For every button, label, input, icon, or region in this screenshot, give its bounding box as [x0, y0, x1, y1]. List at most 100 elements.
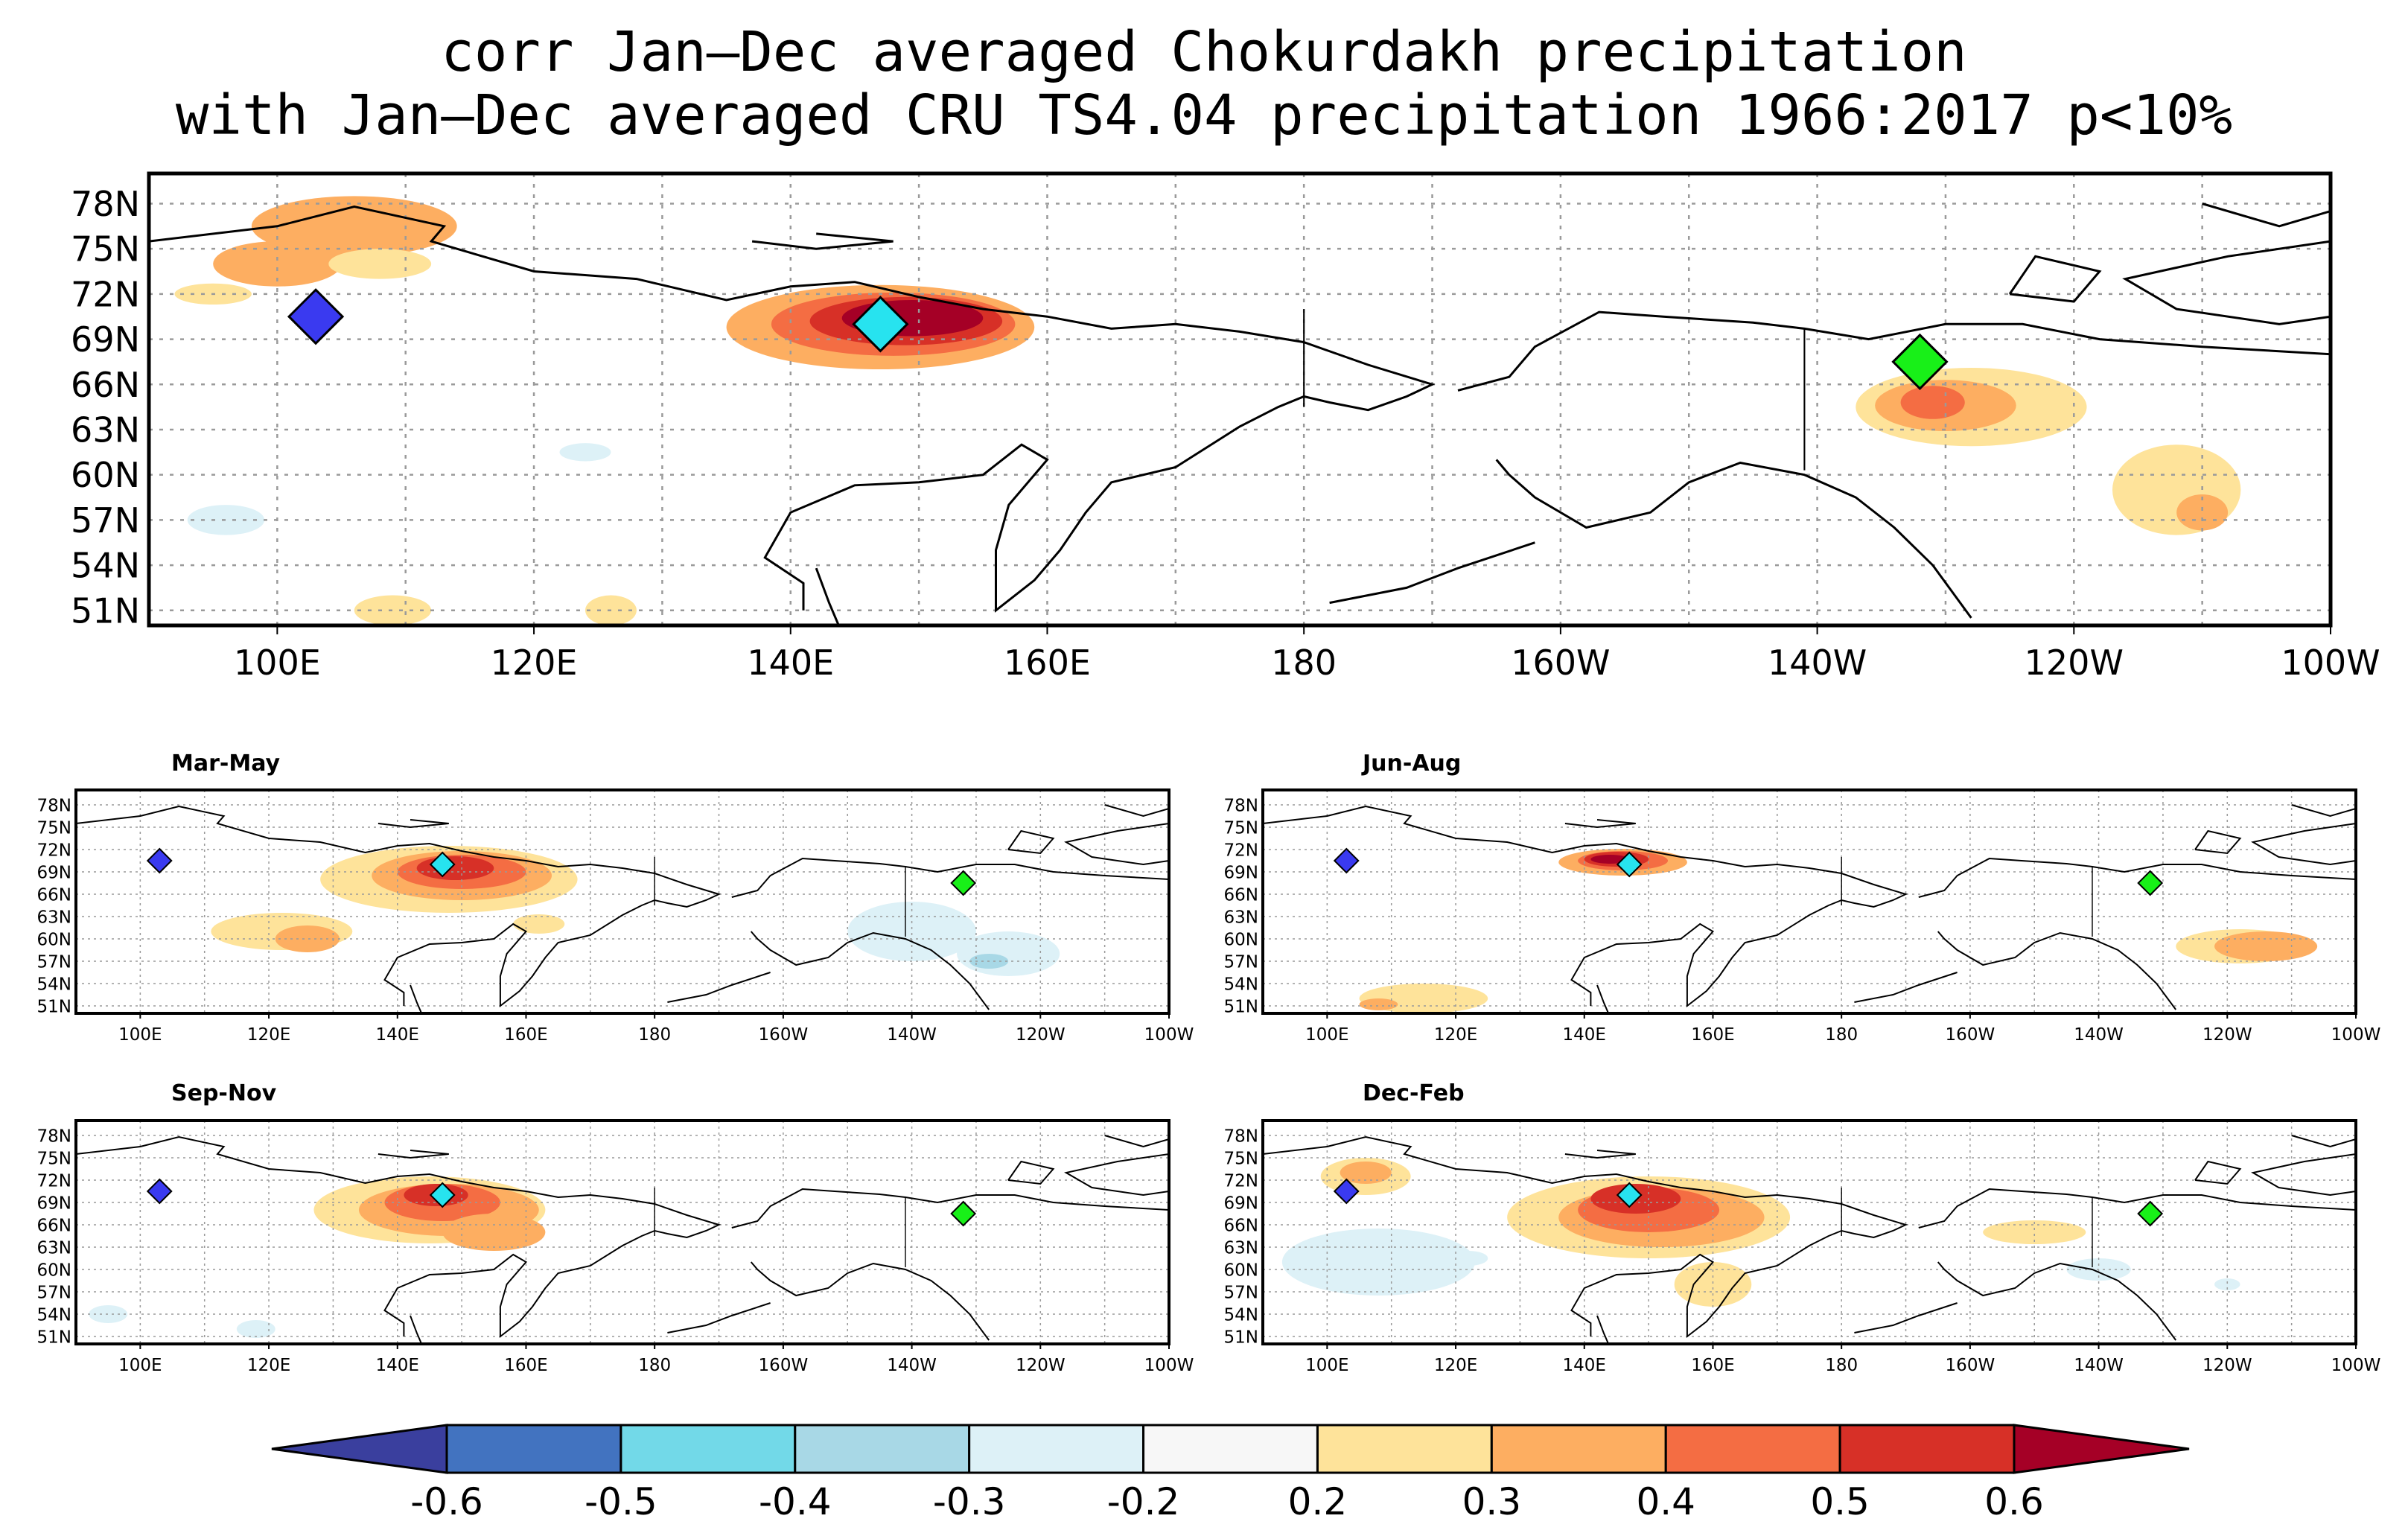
lon-tick-label: 120E: [247, 1356, 290, 1375]
panel-title-djf: Dec-Feb: [1363, 1080, 1465, 1106]
lon-tick-label: 160W: [759, 1025, 809, 1045]
coastline: [667, 1302, 771, 1334]
green-station-marker: [2137, 1200, 2164, 1227]
correlation-patch: [89, 1305, 128, 1323]
lon-tick-label: 180: [638, 1356, 671, 1375]
panel-title-jja: Jun-Aug: [1361, 751, 1461, 777]
lon-tick-label: 180: [638, 1025, 671, 1045]
coastline: [1104, 804, 1169, 818]
title-line-2: with Jan–Dec averaged CRU TS4.04 precipi…: [176, 83, 2232, 147]
lon-tick-label: 100W: [1144, 1356, 1194, 1375]
lat-tick-label: 60N: [37, 930, 71, 949]
map-panel-son: Sep-Nov 100E 120E 140E 160E 180 160W 140W 120W 10…: [37, 1080, 1194, 1375]
lon-tick-label: 160E: [1691, 1356, 1734, 1375]
lat-tick-label: 63N: [71, 410, 140, 450]
lon-tick-label: 140W: [2074, 1356, 2124, 1375]
coastline: [1854, 1302, 1958, 1334]
lat-tick-label: 60N: [37, 1261, 71, 1280]
lat-tick-label: 66N: [1224, 885, 1258, 905]
coastline: [2291, 804, 2356, 818]
correlation-patch: [442, 1214, 546, 1251]
lat-tick-label: 57N: [37, 952, 71, 972]
colorbar: -0.6 -0.5 -0.4 -0.3 -0.2 0.2 0.3 0.4 0.5 0.6: [271, 1424, 2190, 1523]
cyan-station-marker: [852, 296, 909, 353]
correlation-patch: [275, 925, 340, 952]
coastline: [2251, 1153, 2356, 1197]
cyan-station-marker: [1616, 851, 1643, 878]
coastline: [815, 567, 841, 625]
coastline: [1104, 1135, 1169, 1148]
lat-tick-label: 72N: [37, 841, 71, 860]
correlation-patch: [847, 902, 976, 961]
map-panel-jja: Jun-Aug 100E 120E 140E 160E 180 160W 140W 120W 10…: [1224, 751, 2381, 1045]
lon-tick-label: 160E: [504, 1356, 547, 1375]
lat-tick-label: 57N: [1224, 952, 1258, 972]
colorbar-box: [1142, 1424, 1319, 1474]
map-panel-djf: Dec-Feb 100E 120E 140E 160E 180 160W 140W 120W 10…: [1224, 1080, 2381, 1375]
colorbar-label: 0.6: [1984, 1480, 2044, 1523]
lat-tick-label: 60N: [1224, 930, 1258, 949]
map-panel-annual: 100E 120E 140E 160E 180 160W 140W 120W 100W 78N 75…: [71, 171, 2380, 683]
green-station-marker: [950, 1200, 977, 1227]
lat-tick-label: 72N: [1224, 841, 1258, 860]
cyan-station-marker: [429, 1182, 456, 1208]
lon-tick-label: 140E: [1563, 1025, 1606, 1045]
lat-tick-label: 72N: [37, 1171, 71, 1191]
coastline: [76, 1135, 722, 1339]
lon-tick-label: 160W: [759, 1356, 809, 1375]
correlation-patch: [1340, 1162, 1392, 1184]
lat-tick-label: 75N: [37, 1149, 71, 1168]
colorbar-box: [445, 1424, 622, 1474]
colorbar-label: -0.6: [410, 1480, 483, 1523]
lat-tick-label: 51N: [71, 590, 140, 631]
lon-tick-label: 140W: [887, 1025, 937, 1045]
colorbar-arrow-low: [271, 1424, 448, 1474]
lon-tick-label: 100E: [1305, 1356, 1348, 1375]
lon-tick-label: 120W: [1016, 1356, 1066, 1375]
lat-tick-label: 66N: [71, 365, 140, 405]
lon-tick-label: 180: [1271, 643, 1337, 683]
coastline: [1564, 819, 1636, 829]
lat-tick-label: 78N: [71, 184, 140, 224]
lat-tick-label: 51N: [1224, 1328, 1258, 1347]
lon-tick-label: 180: [1825, 1356, 1858, 1375]
colorbar-box: [619, 1424, 797, 1474]
correlation-patch: [2176, 494, 2229, 531]
coastline: [1495, 459, 1972, 619]
lat-tick-label: 63N: [1224, 1238, 1258, 1258]
lat-tick-label: 54N: [37, 1305, 71, 1325]
coastline: [750, 1261, 990, 1341]
panel-title-son: Sep-Nov: [171, 1080, 277, 1106]
colorbar-box: [1838, 1424, 2016, 1474]
lon-tick-label: 140W: [1768, 643, 1867, 683]
colorbar-label: -0.4: [759, 1480, 832, 1523]
map-frame: [1261, 788, 2357, 1015]
blue-station-marker: [287, 288, 345, 345]
lat-tick-label: 78N: [37, 1127, 71, 1146]
lat-tick-label: 72N: [71, 274, 140, 314]
map-frame: [1261, 1119, 2357, 1345]
lat-tick-label: 54N: [1224, 975, 1258, 994]
lon-tick-label: 140E: [1563, 1356, 1606, 1375]
coastline: [667, 972, 771, 1003]
panel-title-mam: Mar-May: [171, 751, 281, 777]
lat-tick-label: 51N: [37, 1328, 71, 1347]
lat-tick-label: 78N: [1224, 1127, 1258, 1146]
correlation-patch: [213, 241, 342, 287]
lat-tick-label: 57N: [1224, 1283, 1258, 1302]
lat-tick-label: 60N: [71, 455, 140, 495]
lon-tick-label: 140W: [2074, 1025, 2124, 1045]
figure-title: corr Jan–Dec averaged Chokurdakh precipi…: [176, 20, 2232, 147]
lat-tick-label: 51N: [1224, 997, 1258, 1016]
correlation-patch: [236, 1320, 275, 1338]
coastline: [1329, 541, 1535, 605]
correlation-patch: [1281, 1229, 1475, 1296]
lat-tick-label: 69N: [37, 863, 71, 882]
lat-tick-label: 66N: [37, 1216, 71, 1235]
blue-station-marker: [146, 847, 173, 874]
lon-tick-label: 120W: [1016, 1025, 1066, 1045]
coastline: [378, 1150, 449, 1159]
map-frame: [74, 788, 1170, 1015]
coastline: [2194, 1160, 2242, 1185]
